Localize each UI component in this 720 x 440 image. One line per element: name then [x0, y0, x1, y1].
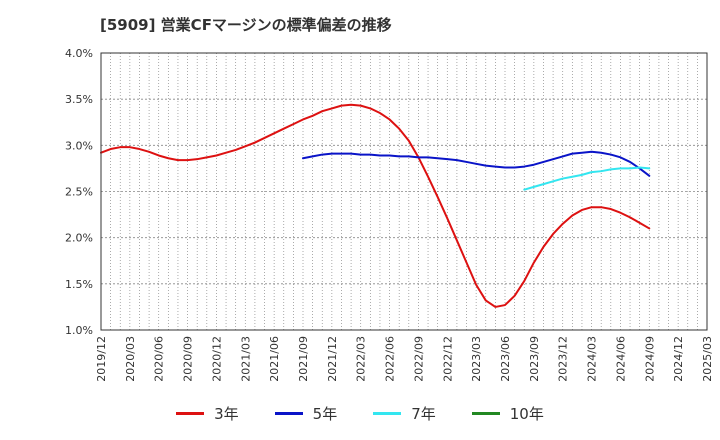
y-tick-label: 1.5%	[65, 278, 93, 291]
y-tick-label: 3.0%	[65, 139, 93, 152]
y-tick-label: 1.0%	[65, 324, 93, 337]
x-tick-label: 2021/03	[239, 336, 252, 382]
y-tick-label: 4.0%	[65, 47, 93, 60]
x-tick-label: 2022/03	[355, 336, 368, 382]
legend-item-5y: 5年	[274, 403, 338, 424]
x-tick-label: 2024/03	[586, 336, 599, 382]
legend-swatch-5y	[274, 412, 303, 415]
x-tick-label: 2023/09	[528, 336, 541, 382]
series-line-3y	[100, 103, 651, 308]
x-tick-label: 2024/12	[672, 336, 685, 382]
plot-frame	[100, 52, 708, 331]
legend-label-3y: 3年	[214, 405, 239, 423]
y-tick-label: 2.0%	[65, 232, 93, 245]
x-tick-label: 2021/06	[268, 336, 281, 382]
x-tick-label: 2020/06	[153, 336, 166, 382]
legend-item-10y: 10年	[471, 403, 544, 424]
legend-label-7y: 7年	[411, 405, 436, 423]
x-tick-label: 2023/03	[470, 336, 483, 382]
series-line-7y	[523, 166, 651, 191]
legend: 3年 5年 7年 10年	[0, 403, 720, 424]
x-tick-label: 2020/09	[182, 336, 195, 382]
grid-layer	[101, 52, 707, 331]
x-tick-label: 2024/06	[614, 336, 627, 382]
x-tick-label: 2023/12	[557, 336, 570, 382]
axis-layer: 1.0% 1.5% 2.0% 2.5% 3.0% 3.5% 4.0% 2019/12 2020/…	[65, 47, 714, 382]
legend-label-10y: 10年	[509, 405, 544, 423]
legend-swatch-3y	[176, 412, 205, 415]
x-tick-label: 2025/03	[701, 336, 714, 382]
x-tick-label: 2021/12	[326, 336, 339, 382]
x-tick-label: 2022/06	[384, 336, 397, 382]
series-layer	[100, 103, 651, 308]
x-tick-label: 2021/09	[297, 336, 310, 382]
y-tick-label: 2.5%	[65, 186, 93, 199]
x-tick-label: 2022/12	[441, 336, 454, 382]
y-tick-label: 3.5%	[65, 93, 93, 106]
x-tick-label: 2020/12	[210, 336, 223, 382]
x-tick-label: 2020/03	[124, 336, 137, 382]
legend-swatch-10y	[471, 412, 500, 415]
chart-title: [5909] 営業CFマージンの標準偏差の推移	[100, 16, 392, 34]
x-tick-label: 2024/09	[643, 336, 656, 382]
x-tick-label: 2022/09	[412, 336, 425, 382]
series-line-5y	[302, 150, 651, 177]
x-tick-label: 2023/06	[499, 336, 512, 382]
x-tick-label: 2019/12	[95, 336, 108, 382]
legend-item-3y: 3年	[176, 403, 239, 424]
legend-label-5y: 5年	[312, 405, 338, 423]
legend-item-7y: 7年	[373, 403, 436, 424]
legend-swatch-7y	[373, 412, 402, 415]
